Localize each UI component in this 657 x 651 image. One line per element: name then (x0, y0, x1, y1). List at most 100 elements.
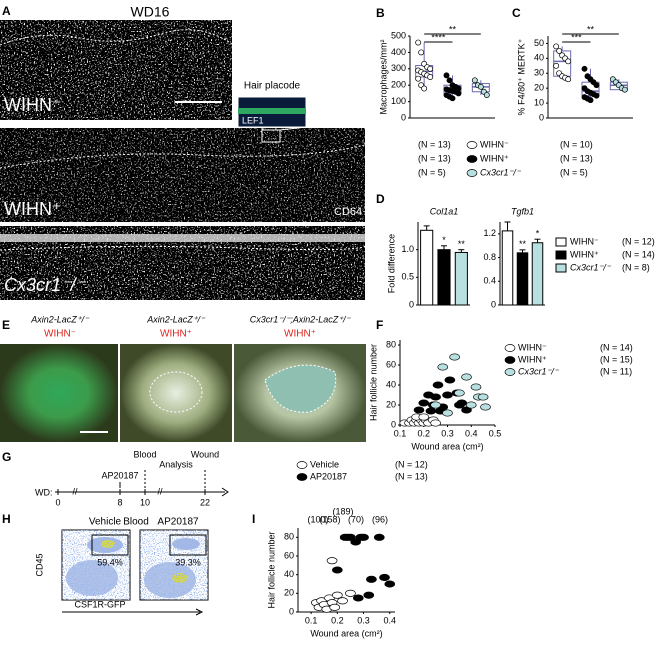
flow-plots (61, 529, 209, 616)
y-axis-label: Fold difference (386, 234, 396, 293)
box (471, 83, 490, 93)
point (455, 90, 462, 97)
panel-label: B (376, 6, 385, 20)
legend-name: AP20187 (310, 471, 347, 481)
legend-n: (N = 14) (600, 342, 633, 352)
legend-n: (N = 14) (622, 249, 655, 259)
point (587, 97, 594, 104)
span-label: Analysis (159, 459, 193, 469)
point (480, 403, 491, 411)
panel-label: I (252, 512, 255, 526)
point (465, 401, 477, 409)
y-tick-label: 0.4 (483, 276, 496, 286)
point (427, 65, 434, 72)
image-texture (0, 128, 365, 222)
bar (454, 251, 468, 306)
y-tick-label: 0 (539, 112, 544, 122)
y-axis-label: Macrophages/mm² (378, 39, 388, 114)
panel-label: E (2, 318, 10, 332)
chart-title: Tgfb1 (511, 206, 534, 216)
legend-marker (296, 473, 308, 481)
genotype-label: Cx3cr1⁻/⁻;Axin2-LacZ⁺/⁻ (250, 314, 352, 324)
axis-arrow-head (195, 608, 204, 616)
significance-label: ** (449, 24, 457, 34)
x-tick-label: 0.1 (305, 615, 318, 625)
legend-marker (504, 368, 516, 376)
point (456, 399, 468, 407)
point (477, 83, 484, 90)
timeline-tick-label: 22 (200, 497, 210, 507)
chart-title: Col1a1 (430, 206, 459, 216)
y-tick-label: 200 (391, 80, 406, 90)
point (337, 597, 348, 605)
y-tick-label: 50 (534, 38, 544, 48)
y-tick-label: 40 (386, 379, 396, 389)
condition-label: WIHN⁺ (284, 329, 316, 340)
significance-label: * (536, 229, 540, 239)
y-axis-label: Hair follicle number (266, 531, 276, 608)
timeline-arrow (221, 487, 229, 497)
significance-label: * (442, 235, 446, 245)
x-tick-label: 0.4 (383, 615, 396, 625)
condition-label: WIHN⁻ (44, 329, 76, 340)
point (430, 401, 441, 409)
panel-label: C (512, 6, 521, 20)
y-tick-label: 0.5 (401, 272, 414, 282)
point (454, 389, 465, 397)
x-tick-label: 0.4 (465, 428, 478, 438)
panel-label: A (2, 4, 11, 18)
legend-marker (504, 344, 516, 352)
y-tick-label: 100 (391, 96, 406, 106)
wound-outline (149, 371, 203, 413)
inset-box (261, 129, 281, 143)
x-axis-label: Wound area (cm²) (411, 441, 483, 451)
point (413, 406, 425, 414)
legend-name: WIHN⁻ (518, 342, 547, 352)
density-texture (140, 530, 208, 600)
panel-title: WD16 (131, 4, 170, 20)
event-label: Blood (133, 449, 156, 459)
legend-n: (N = 11) (600, 366, 632, 376)
point (363, 591, 375, 599)
inset-title: Hair placode (244, 81, 301, 92)
legend-n: (N = 13) (418, 153, 451, 163)
point (483, 92, 490, 98)
point (384, 580, 396, 588)
point (326, 557, 338, 565)
y-tick-label: 300 (391, 63, 406, 73)
timeline-tick-label: 8 (117, 497, 122, 507)
epidermis (0, 234, 365, 242)
point (446, 77, 453, 84)
point (444, 376, 456, 384)
point (553, 62, 560, 69)
point (449, 353, 460, 361)
y-tick-label: 20 (534, 83, 544, 93)
axis-label: CD45 (34, 553, 44, 576)
legend-marker (296, 461, 308, 469)
genotype-label: Axin2-LacZ⁺/⁻ (146, 314, 206, 324)
timeline-label: WD: (35, 487, 53, 497)
legend-name: WIHN⁺ (570, 249, 599, 259)
condition-label: WIHN⁺ (4, 199, 62, 219)
wound-outline (264, 364, 337, 413)
point (418, 399, 430, 407)
micrograph-a (0, 20, 366, 300)
y-tick-label: 10 (534, 97, 544, 107)
inset-stain-label: LEF1 (242, 115, 264, 125)
y-tick-label: 0 (401, 112, 406, 122)
legend-marker (555, 263, 567, 273)
x-tick-label: 0.3 (357, 615, 370, 625)
gate-label: 39.3% (175, 557, 201, 567)
y-axis-label: Hair follicle number (368, 344, 378, 421)
bar (516, 252, 529, 306)
point (415, 39, 422, 46)
panel-label: H (2, 512, 11, 526)
x-tick-label: 0.1 (394, 428, 407, 438)
point (442, 391, 453, 399)
significance-label: ** (519, 239, 527, 249)
legend-name: Cx3cr1⁻/⁻ (480, 167, 522, 177)
legend-marker (466, 155, 478, 163)
legend-name: Cx3cr1⁻/⁻ (570, 262, 612, 272)
point (418, 413, 430, 421)
y-tick-label: 400 (391, 47, 406, 57)
